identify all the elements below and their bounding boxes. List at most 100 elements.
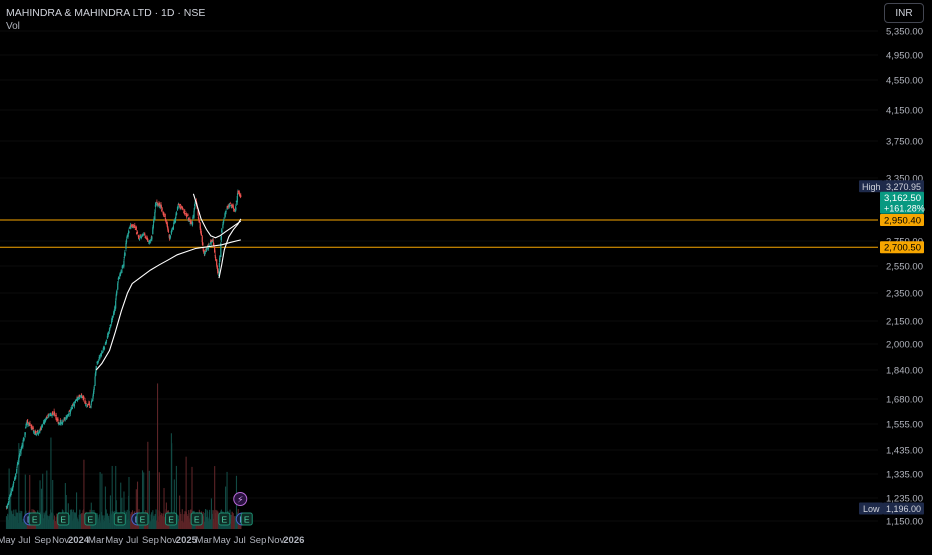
volume-bar	[65, 495, 67, 529]
earnings-event[interactable]: E	[136, 512, 149, 526]
volume-bar	[134, 522, 137, 529]
volume-bar	[108, 515, 110, 529]
time-tick-label: Jul	[126, 535, 138, 546]
currency-button[interactable]: INR	[884, 3, 924, 23]
candle-body	[18, 457, 20, 463]
candle-body	[70, 407, 73, 409]
candle-body	[225, 211, 227, 212]
candle-body	[74, 401, 76, 403]
candle-body	[79, 395, 81, 396]
candle-body	[157, 204, 159, 205]
lightning-event-icon[interactable]	[233, 492, 248, 506]
price-tick-label: 1,150.00	[886, 517, 923, 528]
volume-bar	[68, 515, 71, 529]
last-price-badge	[880, 191, 924, 214]
candle-body	[167, 230, 169, 232]
candle-body	[214, 254, 216, 257]
earnings-event[interactable]: E	[113, 512, 126, 526]
earnings-event[interactable]: E	[84, 512, 97, 526]
candle-body	[128, 231, 130, 234]
volume-bar	[163, 517, 165, 529]
earnings-event[interactable]: E	[190, 512, 203, 526]
candle-body	[92, 395, 94, 399]
candle-body	[35, 431, 37, 433]
candle-body	[108, 332, 110, 334]
volume-bar	[104, 486, 106, 529]
volume-bar	[56, 516, 58, 529]
volume-bar	[233, 516, 235, 529]
candle-body	[110, 325, 112, 328]
candle-body	[194, 201, 196, 205]
earnings-icon[interactable]	[165, 512, 178, 526]
earnings-event[interactable]: E	[240, 512, 253, 526]
earnings-icon[interactable]	[113, 512, 126, 526]
earnings-icon[interactable]	[84, 512, 97, 526]
candle-body	[140, 236, 143, 238]
candle-body	[54, 414, 56, 416]
high-value-label: 3,270.95	[886, 182, 921, 192]
volume-bar	[141, 470, 144, 529]
candle-body	[85, 404, 87, 406]
volume-bar	[175, 465, 177, 529]
earnings-icon[interactable]	[57, 512, 70, 526]
candle-body	[47, 417, 49, 419]
earnings-event[interactable]: E	[28, 512, 41, 526]
candle-body	[51, 413, 53, 415]
earnings-icon[interactable]	[240, 512, 253, 526]
volume-bar	[132, 521, 134, 529]
candle-body	[165, 218, 167, 221]
candle-body	[156, 202, 159, 204]
candle-body	[12, 483, 15, 485]
volume-bar	[77, 519, 79, 529]
candle-body	[48, 415, 50, 417]
earnings-icon[interactable]	[28, 512, 41, 526]
volume-bar	[124, 521, 126, 529]
candle-body	[115, 294, 117, 297]
candle-body	[25, 426, 27, 428]
candle-body	[187, 219, 190, 221]
earnings-event[interactable]: E	[57, 512, 70, 526]
candle-body	[87, 404, 89, 405]
volume-bar	[181, 509, 183, 529]
candle-body	[107, 335, 109, 338]
candle-body	[174, 217, 177, 223]
candle-body	[70, 410, 72, 412]
time-tick-label: Nov	[52, 535, 69, 546]
low-value-label: 1,196.00	[886, 504, 921, 514]
candle-body	[30, 427, 32, 428]
candle-body	[236, 195, 238, 203]
candle-body	[186, 215, 188, 217]
candle-body	[172, 226, 174, 230]
volume-bar	[143, 472, 145, 529]
volume-bar	[16, 512, 18, 529]
earnings-icon[interactable]	[190, 512, 203, 526]
earnings-event[interactable]: E	[165, 512, 178, 526]
candle-body	[138, 237, 140, 239]
volume-bar	[73, 518, 75, 529]
candle-body	[16, 466, 18, 469]
volume-bar	[101, 515, 104, 529]
time-tick-label: Sep	[34, 535, 51, 546]
price-axis: 5,350.00 4,950.00 4,550.00 4,150.00 3,750.00…	[886, 27, 923, 528]
candle-body	[226, 207, 228, 209]
candle-body	[147, 239, 149, 241]
earnings-icon[interactable]	[218, 512, 231, 526]
candle-body	[167, 228, 169, 231]
earnings-event[interactable]: E	[218, 512, 231, 526]
time-tick-label: Jul	[234, 535, 246, 546]
time-tick-label: May	[213, 535, 231, 546]
last-price-label: 3,162.50	[884, 193, 921, 204]
earnings-icon[interactable]	[136, 512, 149, 526]
volume-bar	[184, 511, 186, 529]
candle-body	[193, 207, 195, 211]
price-tick-label: 3,350.00	[886, 174, 923, 185]
candle-body	[78, 397, 81, 399]
candle-body	[27, 419, 29, 421]
price-tick-label: 1,680.00	[886, 395, 923, 406]
candle-body	[35, 434, 38, 435]
time-tick-label: 2026	[283, 535, 304, 546]
candle-body	[224, 214, 226, 217]
time-tick-label: Sep	[249, 535, 266, 546]
